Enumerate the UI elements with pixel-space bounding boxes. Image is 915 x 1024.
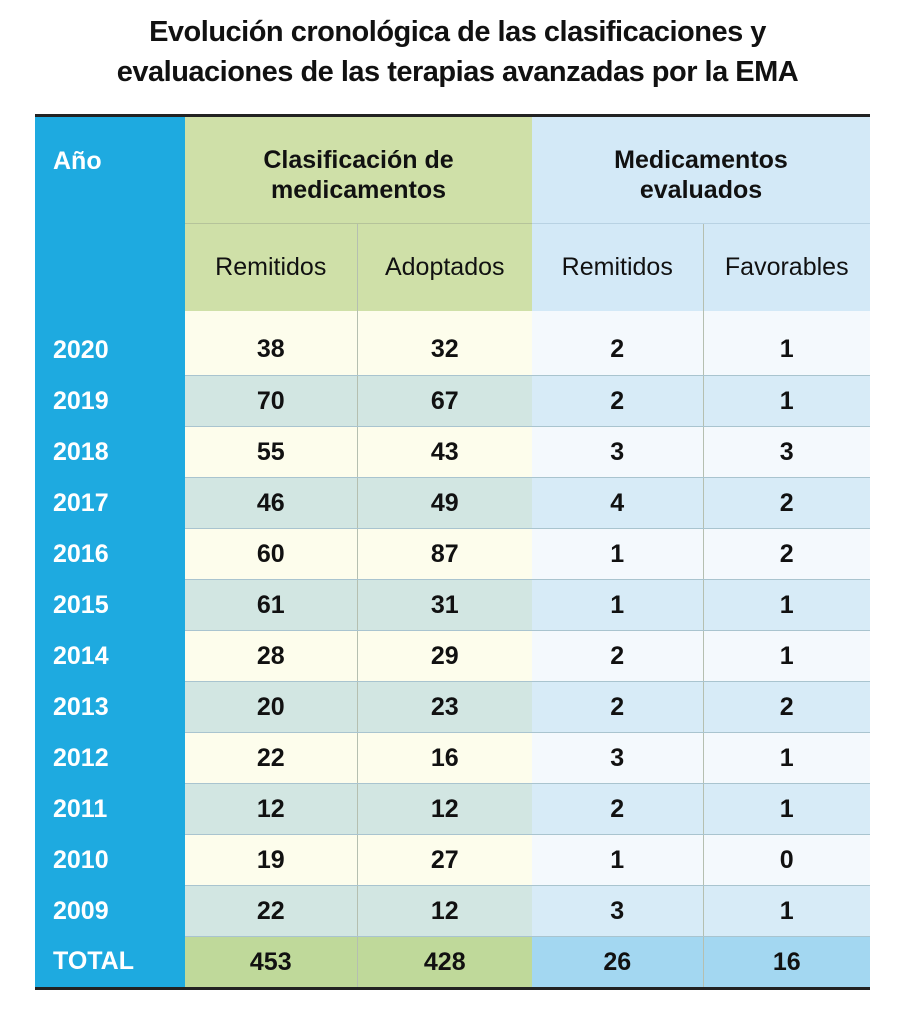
group-header: Medicamentos evaluados: [532, 115, 870, 224]
value-cell: 19: [185, 834, 357, 886]
value-cell: 43: [356, 426, 532, 478]
subheader: Favorables: [702, 223, 870, 311]
total-cell: 16: [702, 936, 870, 989]
value-cell: 12: [356, 783, 532, 835]
value-cell: 1: [532, 528, 703, 580]
value-cell: 61: [185, 579, 357, 631]
value-cell: 49: [356, 477, 532, 529]
value-cell: 1: [702, 324, 870, 376]
value-cell: 2: [532, 630, 703, 682]
year-cell: 2020: [35, 324, 185, 376]
subheader: Adoptados: [356, 223, 532, 311]
data-row: 2012 22 16 3 1: [35, 732, 870, 784]
data-row: 2014 28 29 2 1: [35, 630, 870, 682]
value-cell: 55: [185, 426, 357, 478]
value-cell: 1: [532, 579, 703, 631]
value-cell: 0: [702, 834, 870, 886]
spacer-row: [35, 310, 870, 325]
title-line: evaluaciones de las terapias avanzadas p…: [116, 56, 799, 88]
value-cell: 2: [532, 681, 703, 733]
value-cell: 70: [185, 375, 357, 427]
value-cell: 2: [532, 375, 703, 427]
data-row: 2013 20 23 2 2: [35, 681, 870, 733]
value-cell: 2: [702, 681, 870, 733]
total-cell: 428: [356, 936, 532, 989]
data-row: 2018 55 43 3 3: [35, 426, 870, 478]
total-label: TOTAL: [35, 936, 185, 989]
table: Año Clasificación de medicamentos Medicame…: [35, 114, 870, 990]
year-cell: 2009: [35, 885, 185, 937]
year-cell: 2015: [35, 579, 185, 631]
data-row: 2015 61 31 1 1: [35, 579, 870, 631]
subheader-row: Remitidos Adoptados Remitidos Favorables: [35, 223, 870, 311]
value-cell: 3: [532, 885, 703, 937]
year-cell: 2011: [35, 783, 185, 835]
year-cell: 2010: [35, 834, 185, 886]
value-cell: 60: [185, 528, 357, 580]
value-cell: 4: [532, 477, 703, 529]
data-row: 2011 12 12 2 1: [35, 783, 870, 835]
total-row: TOTAL 453 428 26 16: [35, 936, 870, 989]
subheader: Remitidos: [532, 223, 703, 311]
value-cell: 32: [356, 324, 532, 376]
value-cell: 22: [185, 885, 357, 937]
data-row: 2019 70 67 2 1: [35, 375, 870, 427]
value-cell: 12: [185, 783, 357, 835]
spacer: [702, 310, 870, 325]
value-cell: 1: [702, 579, 870, 631]
year-cell: 2019: [35, 375, 185, 427]
subheader: Remitidos: [185, 223, 357, 311]
value-cell: 2: [532, 324, 703, 376]
value-cell: 67: [356, 375, 532, 427]
total-cell: 26: [532, 936, 703, 989]
value-cell: 1: [702, 630, 870, 682]
year-cell: 2012: [35, 732, 185, 784]
value-cell: 38: [185, 324, 357, 376]
data-row: 2016 60 87 1 2: [35, 528, 870, 580]
group-header: Clasificación de medicamentos: [185, 115, 532, 224]
value-cell: 29: [356, 630, 532, 682]
year-cell: 2016: [35, 528, 185, 580]
year-cell: 2014: [35, 630, 185, 682]
header-row: Año Clasificación de medicamentos Medicame…: [35, 115, 870, 325]
title-line: Evolución cronológica de las clasificaci…: [149, 16, 766, 48]
data-row: 2009 22 12 3 1: [35, 885, 870, 937]
value-cell: 20: [185, 681, 357, 733]
data-row: 2010 19 27 1 0: [35, 834, 870, 886]
value-cell: 31: [356, 579, 532, 631]
value-cell: 1: [702, 375, 870, 427]
value-cell: 16: [356, 732, 532, 784]
value-cell: 1: [532, 834, 703, 886]
value-cell: 3: [532, 732, 703, 784]
value-cell: 1: [702, 885, 870, 937]
value-cell: 2: [702, 477, 870, 529]
value-cell: 1: [702, 783, 870, 835]
title: Evolución cronológica de las clasificaci…: [0, 12, 915, 92]
value-cell: 22: [185, 732, 357, 784]
value-cell: 87: [356, 528, 532, 580]
value-cell: 3: [532, 426, 703, 478]
value-cell: 1: [702, 732, 870, 784]
year-cell: 2017: [35, 477, 185, 529]
spacer: [532, 310, 703, 325]
data-row: 2020 38 32 2 1: [35, 324, 870, 376]
year-cell: 2013: [35, 681, 185, 733]
data-row: 2017 46 49 4 2: [35, 477, 870, 529]
total-cell: 453: [185, 936, 357, 989]
spacer: [185, 310, 357, 325]
value-cell: 12: [356, 885, 532, 937]
value-cell: 46: [185, 477, 357, 529]
value-cell: 2: [532, 783, 703, 835]
value-cell: 23: [356, 681, 532, 733]
value-cell: 28: [185, 630, 357, 682]
value-cell: 27: [356, 834, 532, 886]
year-cell: 2018: [35, 426, 185, 478]
year-header: Año: [35, 115, 185, 325]
value-cell: 3: [702, 426, 870, 478]
value-cell: 2: [702, 528, 870, 580]
spacer: [356, 310, 532, 325]
